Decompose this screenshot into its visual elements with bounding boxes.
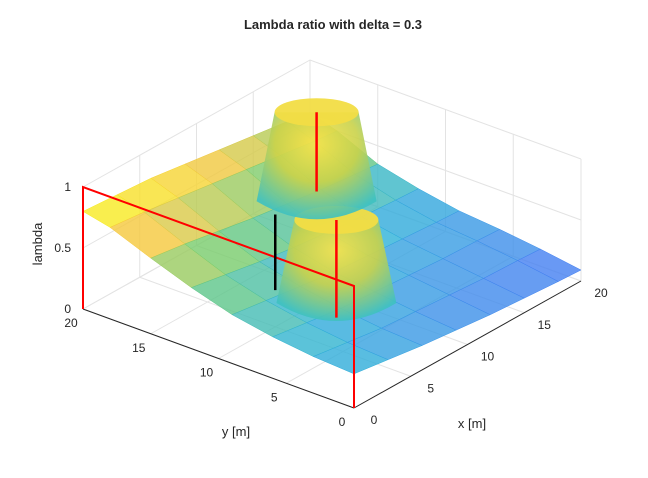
- x-tick-label: 0: [371, 413, 378, 427]
- z-tick-label: 1: [64, 180, 71, 194]
- x-axis-label: x [m]: [458, 416, 486, 431]
- x-tick-label: 15: [538, 318, 552, 332]
- x-tick-label: 10: [481, 350, 495, 364]
- z-tick-label: 0.5: [54, 241, 71, 255]
- z-axis-label: lambda: [30, 222, 45, 265]
- x-axis-line: [353, 280, 582, 409]
- y-axis-line: [82, 308, 355, 409]
- y-tick-label: 0: [339, 415, 346, 429]
- y-tick-label: 10: [200, 366, 214, 380]
- surface: [82, 98, 582, 375]
- z-tick-label: 0: [64, 302, 71, 316]
- gridline: [82, 59, 582, 188]
- red-frame: [82, 185, 355, 408]
- y-tick-label: 5: [271, 390, 278, 404]
- x-tick-label: 5: [427, 381, 434, 395]
- x-tick-label: 20: [594, 286, 608, 300]
- y-tick-label: 15: [132, 341, 146, 355]
- markers: [82, 112, 355, 408]
- y-tick-label: 20: [64, 316, 78, 330]
- surface-patch: [517, 248, 582, 282]
- y-axis-label: y [m]: [222, 424, 250, 439]
- chart-title: Lambda ratio with delta = 0.3: [244, 17, 422, 32]
